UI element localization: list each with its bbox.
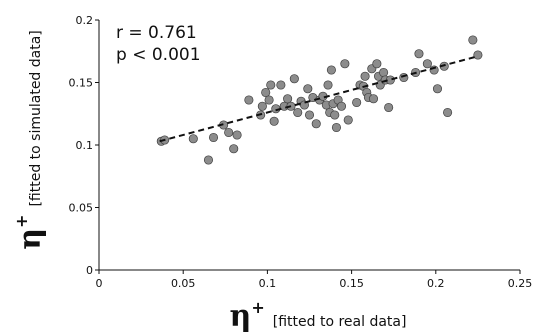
x-tick-label: 0.05 xyxy=(171,277,196,290)
svg-text:η+[fitted to simulated data]: η+ [fitted to simulated data] xyxy=(12,30,48,250)
data-point xyxy=(229,144,239,154)
x-tick-label: 0.2 xyxy=(427,277,445,290)
y-tick-label: 0.15 xyxy=(69,77,94,90)
x-axis-label: η+ [fitted to real data] xyxy=(230,298,407,333)
data-point xyxy=(303,84,313,94)
x-axis-superscript: + xyxy=(251,298,264,317)
data-point xyxy=(326,65,336,75)
y-ticks: 0 0.05 0.1 0.15 0.2 xyxy=(69,14,99,277)
data-point xyxy=(330,110,340,120)
data-point xyxy=(304,110,315,120)
data-point xyxy=(257,101,267,111)
x-tick-label: 0.1 xyxy=(259,277,277,290)
data-point xyxy=(266,80,276,90)
data-point xyxy=(188,134,198,144)
data-point xyxy=(379,67,389,78)
data-point xyxy=(432,84,443,94)
svg-text:η+[fitted to real data]: η+ [fitted to real data] xyxy=(230,298,407,333)
data-point xyxy=(360,71,370,81)
x-tick-label: 0.25 xyxy=(508,277,533,290)
data-point xyxy=(289,74,299,84)
correlation-r-annotation: r = 0.761 xyxy=(116,23,197,43)
data-point xyxy=(468,35,478,45)
data-point xyxy=(264,95,274,105)
data-point xyxy=(384,102,394,113)
data-point xyxy=(443,107,453,118)
data-point xyxy=(311,119,321,129)
data-point xyxy=(293,107,303,118)
data-point xyxy=(203,155,214,165)
data-point xyxy=(352,97,362,108)
data-point xyxy=(336,101,347,111)
y-axis-label: η+ [fitted to simulated data] xyxy=(12,30,48,250)
data-points xyxy=(156,35,483,165)
data-point xyxy=(331,122,341,133)
data-point xyxy=(269,116,279,126)
y-axis-symbol: η xyxy=(13,228,48,250)
y-tick-label: 0.2 xyxy=(76,14,94,27)
x-axis-note: [fitted to real data] xyxy=(273,314,407,330)
data-point xyxy=(224,127,234,138)
y-axis-note: [fitted to simulated data] xyxy=(28,30,44,206)
data-point xyxy=(473,50,483,60)
data-point xyxy=(422,59,432,69)
data-point xyxy=(340,59,350,69)
data-point xyxy=(261,87,271,98)
x-tick-label: 0 xyxy=(96,277,103,290)
y-axis-superscript: + xyxy=(12,215,31,228)
data-point xyxy=(323,80,333,90)
data-point xyxy=(343,115,353,125)
y-tick-label: 0.05 xyxy=(69,202,94,215)
data-point xyxy=(232,130,242,140)
data-point xyxy=(208,132,219,143)
y-tick-label: 0.1 xyxy=(76,139,94,152)
data-point xyxy=(372,59,382,69)
x-ticks: 0 0.05 0.1 0.15 0.2 0.25 xyxy=(96,270,533,290)
data-point xyxy=(244,95,254,105)
data-point xyxy=(276,80,286,90)
data-point xyxy=(283,94,293,104)
data-point xyxy=(414,49,424,59)
y-tick-label: 0 xyxy=(86,264,93,277)
trend-line xyxy=(159,55,479,143)
x-axis-symbol: η xyxy=(230,299,252,333)
data-point xyxy=(368,94,379,104)
x-tick-label: 0.15 xyxy=(339,277,364,290)
p-value-annotation: p < 0.001 xyxy=(116,45,201,65)
axes: 0 0.05 0.1 0.15 0.2 0.25 0 0.05 0.1 0.15 0.2 xyxy=(69,14,533,290)
